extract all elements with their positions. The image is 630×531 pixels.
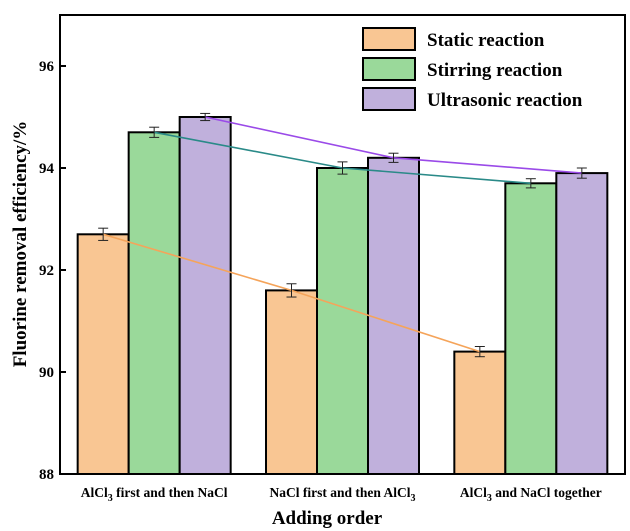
- legend-swatch: [362, 87, 416, 111]
- y-tick-label: 94: [39, 161, 55, 177]
- bar: [178, 116, 232, 475]
- bar: [555, 172, 609, 475]
- bar: [127, 131, 181, 476]
- legend-label: Static reaction: [427, 30, 545, 51]
- x-axis-title: Adding order: [272, 508, 383, 529]
- legend-swatch: [362, 57, 416, 81]
- error-bars-layer: [98, 112, 587, 358]
- y-tick-label: 96: [39, 59, 55, 75]
- legend-label: Ultrasonic reaction: [427, 90, 583, 111]
- legend: Static reaction Stirring reaction Ultrason…: [362, 27, 583, 111]
- bar: [76, 233, 130, 475]
- x-category-label: AlCl3 first and then NaCl: [81, 485, 228, 504]
- y-axis-title: Fluorine removal efficiency/%: [10, 121, 31, 368]
- y-axis: 88 90 92 94 96: [39, 59, 66, 483]
- legend-swatch: [362, 27, 416, 51]
- bars-layer: [76, 116, 609, 476]
- bar: [453, 350, 507, 476]
- y-tick-label: 90: [39, 365, 54, 381]
- x-category-label: NaCl first and then AlCl3: [269, 485, 415, 504]
- x-axis: AlCl3 first and then NaCl NaCl first and …: [81, 485, 602, 504]
- bar: [265, 289, 318, 475]
- bar: [316, 167, 369, 475]
- bar: [504, 182, 558, 476]
- y-tick-label: 88: [39, 467, 54, 483]
- plot-frame: [59, 14, 626, 475]
- x-category-label: AlCl3 and NaCl together: [460, 485, 602, 504]
- bar: [367, 156, 420, 476]
- legend-label: Stirring reaction: [427, 60, 563, 81]
- y-tick-label: 92: [39, 263, 54, 279]
